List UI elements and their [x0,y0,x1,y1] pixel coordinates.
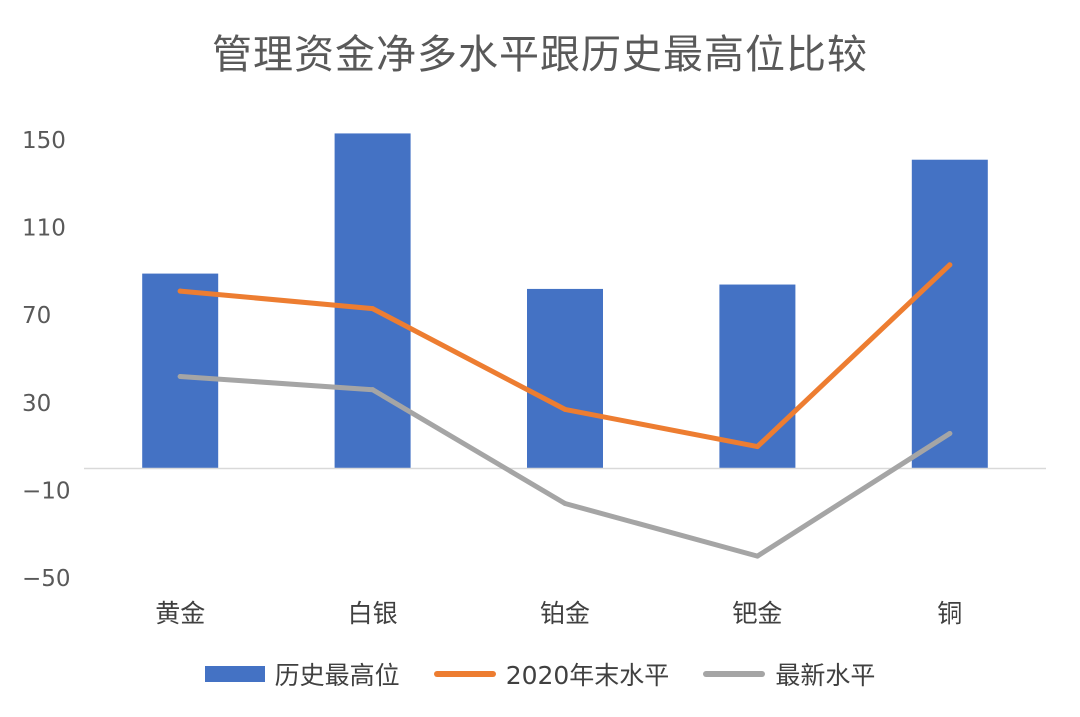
bar-5 [911,159,988,469]
x-category-label: 铜 [937,599,962,628]
series-1-point-2 [370,306,376,312]
legend-swatch-line [703,671,766,677]
legend-item-history-high: 历史最高位 [204,656,400,692]
series-2-point-3 [562,501,568,507]
series-2-point-5 [947,430,953,436]
legend-label: 历史最高位 [274,661,400,690]
series-2-point-4 [754,553,760,559]
series-1-point-1 [177,288,183,294]
y-tick-label: 110 [22,216,66,242]
series-1-point-4 [754,444,760,450]
legend-label: 2020年末水平 [505,661,670,690]
series-1-point-3 [562,406,568,412]
y-tick-label: 150 [22,128,66,154]
y-tick-label: 70 [22,303,51,329]
bar-3 [527,288,603,469]
x-category-label: 铂金 [540,599,590,628]
chart-plot: 150 110 70 30 −10 −50 黄金 白银 铂金 钯金 铜 [22,128,1046,628]
y-tick-label: −50 [22,566,71,592]
bar-1 [142,273,219,469]
legend-item-2020-end: 2020年末水平 [433,656,670,692]
x-category-label: 钯金 [732,599,782,628]
y-tick-label: −10 [22,478,71,504]
legend-item-latest: 最新水平 [703,656,875,692]
series-2-point-2 [370,387,376,393]
y-tick-label: 30 [22,391,51,417]
series-2-point-1 [177,374,183,380]
bar-2 [334,133,411,469]
series-1-point-5 [947,262,953,268]
chart-title: 管理资金净多水平跟历史最高位比较 [212,32,868,78]
legend-swatch-line [433,671,496,677]
legend-label: 最新水平 [775,661,876,690]
bar-4 [719,284,796,469]
legend-swatch-bar [204,666,265,682]
chart-legend: 历史最高位 2020年末水平 最新水平 [0,656,1080,692]
x-category-label: 白银 [348,599,398,628]
x-category-label: 黄金 [155,599,205,628]
